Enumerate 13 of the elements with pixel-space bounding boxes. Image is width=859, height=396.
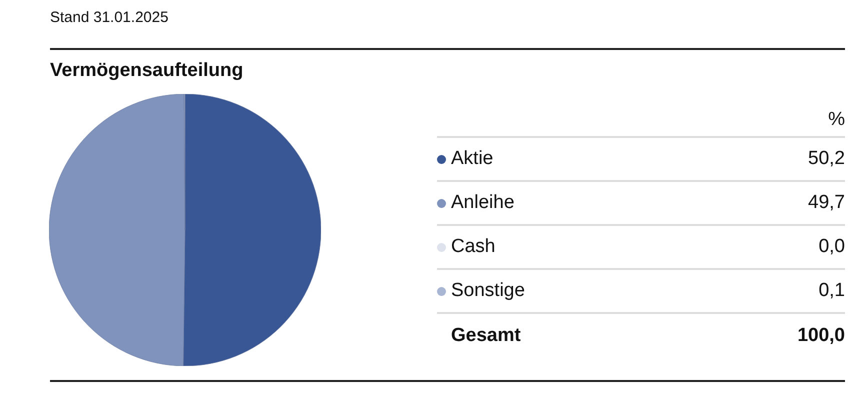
legend-label: Cash — [451, 236, 496, 258]
text: Gesamt — [451, 325, 522, 347]
chart-title: Vermögensaufteilung — [50, 60, 244, 82]
data-label: 49,7 — [808, 192, 845, 214]
legend-label: Sonstige — [451, 280, 525, 302]
data-label: 50,2 — [808, 148, 845, 170]
legend-label: Aktie — [451, 148, 494, 170]
text: 100,0 — [797, 325, 845, 347]
chart-subtitle: Stand 31.01.2025 — [50, 9, 168, 26]
text: % — [437, 104, 845, 138]
text: 0,0 — [818, 236, 845, 257]
legend-label: Anleihe — [451, 192, 514, 214]
data-label: 0,1 — [818, 280, 845, 302]
